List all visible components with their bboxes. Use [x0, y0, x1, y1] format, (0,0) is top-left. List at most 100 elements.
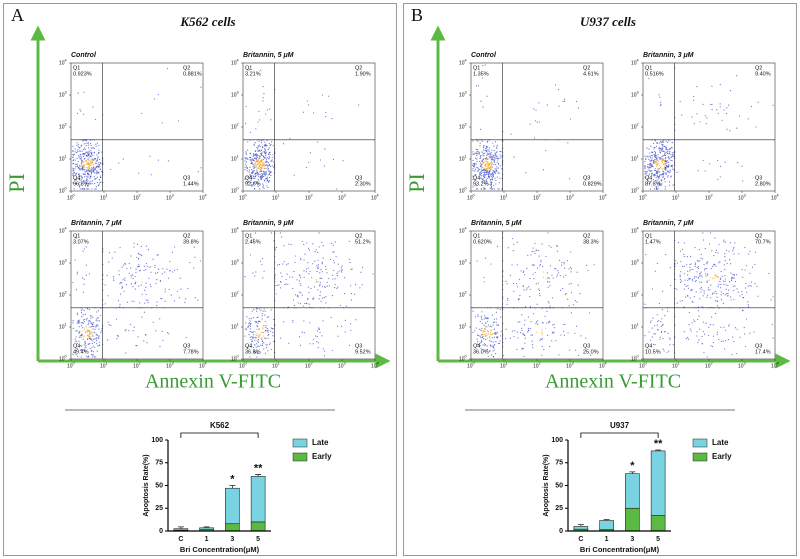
event-dot [95, 177, 97, 179]
legend-swatch [292, 452, 308, 462]
event-dot [483, 161, 485, 164]
event-dot [253, 308, 255, 311]
event-dot [319, 272, 321, 274]
event-dot [741, 293, 743, 295]
event-dot [263, 308, 265, 310]
event-dot [350, 292, 353, 295]
plot-title: Britannin, 5 μM [243, 52, 294, 59]
event-dot [159, 318, 161, 320]
event-dot [251, 159, 254, 161]
event-dot [320, 300, 322, 302]
event-dot [91, 347, 93, 349]
quadrant-value: 92.6% [245, 181, 261, 187]
x-tick-exp: 0 [473, 194, 475, 198]
event-dot [249, 166, 251, 169]
event-dot [480, 100, 482, 102]
event-dot [666, 152, 668, 154]
bar-segment [573, 526, 589, 530]
event-dot [576, 100, 578, 103]
event-dot [501, 188, 503, 190]
event-dot [485, 322, 487, 324]
event-dot [479, 344, 481, 347]
event-dot [481, 77, 483, 79]
event-dot [263, 325, 265, 327]
event-dot [90, 325, 92, 328]
event-dot [79, 158, 81, 160]
quadrant-value: 0.881% [183, 71, 202, 77]
event-dot [256, 328, 258, 330]
event-dot [114, 251, 116, 253]
event-dot [771, 323, 773, 326]
event-dot [745, 318, 748, 320]
event-dot [258, 327, 260, 329]
event-dot [656, 170, 658, 172]
y-tick-base: 10 [59, 324, 65, 330]
event-dot [496, 155, 498, 158]
event-dot [145, 282, 147, 284]
event-dot [507, 297, 509, 300]
y-tick-label: 25 [155, 505, 163, 512]
event-dot [316, 265, 318, 267]
quadrant-name: Q4 [245, 343, 252, 349]
event-dot [496, 245, 499, 247]
event-dot [723, 109, 725, 111]
event-dot [492, 324, 494, 326]
event-dot [661, 309, 664, 311]
y-tick-base: 10 [631, 60, 637, 66]
event-dot [323, 355, 326, 357]
panel-label: B [411, 5, 423, 25]
event-dot [486, 334, 488, 336]
event-dot [99, 314, 101, 317]
event-dot [663, 162, 665, 164]
event-dot [251, 184, 254, 186]
event-dot [482, 149, 485, 151]
x-tick-base: 10 [199, 195, 205, 201]
event-dot [254, 157, 256, 159]
event-dot [289, 137, 291, 140]
event-dot [91, 164, 93, 166]
event-dot [315, 279, 317, 281]
event-dot [256, 172, 258, 175]
event-dot [541, 332, 543, 334]
event-dot [667, 332, 669, 334]
event-dot [264, 329, 267, 331]
event-dot [483, 180, 485, 182]
event-dot [489, 325, 491, 327]
event-dot [534, 242, 536, 245]
event-dot [83, 335, 85, 337]
event-dot [490, 333, 493, 336]
event-dot [305, 268, 307, 270]
event-dot [744, 345, 747, 348]
event-dot [713, 254, 715, 257]
event-dot [246, 157, 248, 159]
event-dot [720, 291, 722, 293]
event-dot [78, 185, 81, 188]
event-dot [485, 325, 487, 327]
event-dot [476, 148, 479, 151]
plot-title: Britannin, 3 μM [643, 52, 694, 59]
event-dot [156, 271, 159, 274]
event-dot [481, 319, 483, 321]
event-dot [82, 349, 85, 351]
event-dot [737, 162, 739, 164]
y-tick-base: 10 [231, 324, 237, 330]
event-dot [498, 157, 500, 159]
event-dot [570, 271, 572, 273]
event-dot [316, 270, 318, 272]
event-dot [718, 339, 720, 341]
event-dot [662, 170, 664, 172]
event-dot [673, 155, 675, 157]
event-dot [677, 241, 680, 244]
event-dot [662, 143, 664, 146]
event-dot [83, 166, 85, 169]
event-dot [128, 330, 130, 332]
event-dot [97, 319, 99, 322]
event-dot [251, 161, 253, 164]
event-dot [253, 167, 255, 170]
event-dot [294, 294, 296, 296]
event-dot [694, 262, 696, 264]
event-dot [200, 167, 202, 169]
event-dot [244, 276, 246, 278]
event-dot [107, 339, 109, 341]
event-dot [177, 120, 180, 122]
